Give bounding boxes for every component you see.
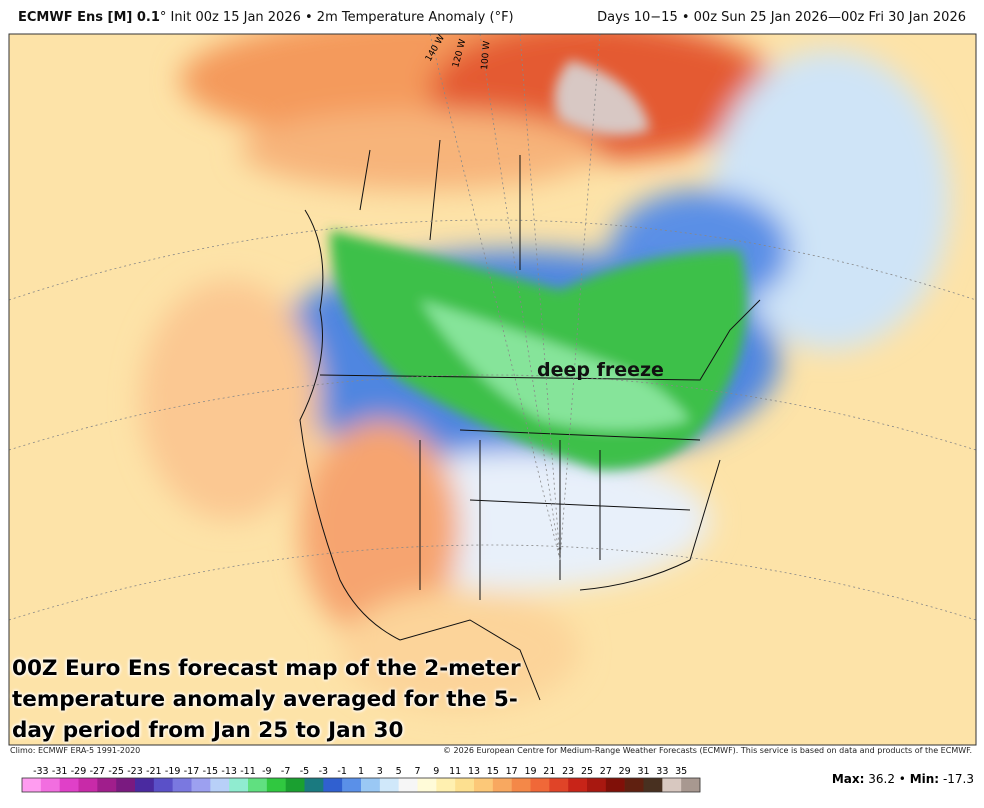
colorbar-tick-label: 11 <box>449 766 461 777</box>
max-value: 36.2 <box>868 772 895 786</box>
colorbar-swatch <box>681 778 701 792</box>
colorbar-tick-label: -17 <box>184 766 200 777</box>
annotation: deep freeze <box>537 359 664 381</box>
colorbar-tick-label: -19 <box>165 766 181 777</box>
colorbar-tick-label: 3 <box>377 766 383 777</box>
title-bold: ECMWF Ens [M] 0.1 <box>18 10 160 25</box>
colorbar-swatch <box>379 778 399 792</box>
colorbar-swatch <box>455 778 475 792</box>
map-frame <box>8 33 977 746</box>
separator: • <box>898 772 906 786</box>
anomaly-field <box>9 34 976 745</box>
colorbar-swatch <box>568 778 588 792</box>
colorbar-tick-label: 13 <box>468 766 480 777</box>
colorbar-tick-label: -23 <box>127 766 143 777</box>
colorbar-swatch <box>511 778 531 792</box>
caption-line: day period from Jan 25 to Jan 30 <box>12 718 404 743</box>
colorbar-swatch <box>59 778 79 792</box>
colorbar-swatch <box>191 778 211 792</box>
colorbar-swatch <box>22 778 42 792</box>
climo: Climo: ECMWF ERA-5 1991-2020 <box>10 746 141 755</box>
colorbar-swatch <box>436 778 456 792</box>
colorbar-tick-label: 35 <box>675 766 687 777</box>
colorbar-frame <box>21 777 701 793</box>
colorbar-swatch <box>624 778 644 792</box>
colorbar-tick-label: 25 <box>581 766 593 777</box>
colorbar-tick-label: -7 <box>281 766 290 777</box>
colorbar: -33 -31 -29 -27 -25 -23 -21 -19 -17 -15 -13 -11 -9 -7… <box>21 766 701 793</box>
colorbar-swatch <box>342 778 362 792</box>
colorbar-tick-label: -25 <box>108 766 124 777</box>
meridian-label: 100 W <box>480 40 492 70</box>
colorbar-tick-label: -11 <box>240 766 256 777</box>
colorbar-tick-label: -29 <box>71 766 87 777</box>
caption-line: 00Z Euro Ens forecast map of the 2-meter <box>12 656 521 681</box>
colorbar-tick-label: -13 <box>221 766 237 777</box>
colorbar-swatch <box>474 778 494 792</box>
title: ECMWF Ens [M] 0.1° Init 00z 15 Jan 2026 … <box>18 10 514 25</box>
colorbar-swatch <box>40 778 60 792</box>
colorbar-swatch <box>398 778 418 792</box>
colorbar-tick-label: 19 <box>524 766 536 777</box>
max-min: Max: 36.2 • Min: -17.3 <box>832 772 974 786</box>
copyright: © 2026 European Centre for Medium-Range … <box>443 746 972 755</box>
min-label: Min: <box>909 772 940 786</box>
colorbar-swatch <box>662 778 682 792</box>
colorbar-tick-label: -9 <box>262 766 271 777</box>
colorbar-swatch <box>248 778 268 792</box>
colorbar-swatch <box>323 778 343 792</box>
colorbar-tick-label: 1 <box>358 766 364 777</box>
colorbar-tick-label: 7 <box>414 766 420 777</box>
colorbar-swatch <box>116 778 136 792</box>
colorbar-tick-label: 17 <box>506 766 518 777</box>
caption: 00Z Euro Ens forecast map of the 2-meter… <box>12 653 521 746</box>
colorbar-tick-label: 33 <box>656 766 668 777</box>
graticule <box>9 34 976 621</box>
borders <box>299 139 761 701</box>
colorbar-tick-label: 27 <box>600 766 612 777</box>
colorbar-tick-label: 31 <box>637 766 649 777</box>
colorbar-tick-label: -5 <box>300 766 309 777</box>
colorbar-swatch <box>530 778 550 792</box>
colorbar-swatch <box>97 778 117 792</box>
colorbar-tick-label: -33 <box>33 766 49 777</box>
colorbar-swatch <box>304 778 324 792</box>
colorbar-tick-label: 5 <box>396 766 402 777</box>
caption-line: temperature anomaly averaged for the 5- <box>12 687 518 712</box>
colorbar-swatch <box>549 778 569 792</box>
colorbar-tick-label: 21 <box>543 766 555 777</box>
colorbar-tick-label: 15 <box>487 766 499 777</box>
colorbar-swatch <box>153 778 173 792</box>
title-rest: ° Init 00z 15 Jan 2026 • 2m Temperature … <box>159 10 514 25</box>
colorbar-swatch <box>210 778 230 792</box>
colorbar-swatch <box>587 778 607 792</box>
colorbar-swatch <box>285 778 305 792</box>
colorbar-tick-label: -3 <box>319 766 328 777</box>
colorbar-swatch <box>135 778 155 792</box>
colorbar-tick-label: 9 <box>433 766 439 777</box>
colorbar-swatch <box>361 778 381 792</box>
colorbar-tick-label: 29 <box>619 766 631 777</box>
colorbar-tick-label: -21 <box>146 766 162 777</box>
colorbar-tick-label: 23 <box>562 766 574 777</box>
colorbar-tick-label: -31 <box>52 766 68 777</box>
min-value: -17.3 <box>942 772 974 786</box>
colorbar-swatch <box>492 778 512 792</box>
colorbar-swatch <box>78 778 98 792</box>
colorbar-swatch <box>229 778 249 792</box>
colorbar-tick-label: -1 <box>337 766 346 777</box>
colorbar-tick-label: -27 <box>90 766 106 777</box>
colorbar-swatch <box>643 778 663 792</box>
colorbar-swatch <box>172 778 192 792</box>
colorbar-swatch <box>417 778 437 792</box>
colorbar-tick-label: -15 <box>203 766 219 777</box>
valid-period: Days 10−15 • 00z Sun 25 Jan 2026—00z Fri… <box>597 10 966 25</box>
colorbar-swatch <box>605 778 625 792</box>
max-label: Max: <box>831 772 865 786</box>
colorbar-swatch <box>266 778 286 792</box>
